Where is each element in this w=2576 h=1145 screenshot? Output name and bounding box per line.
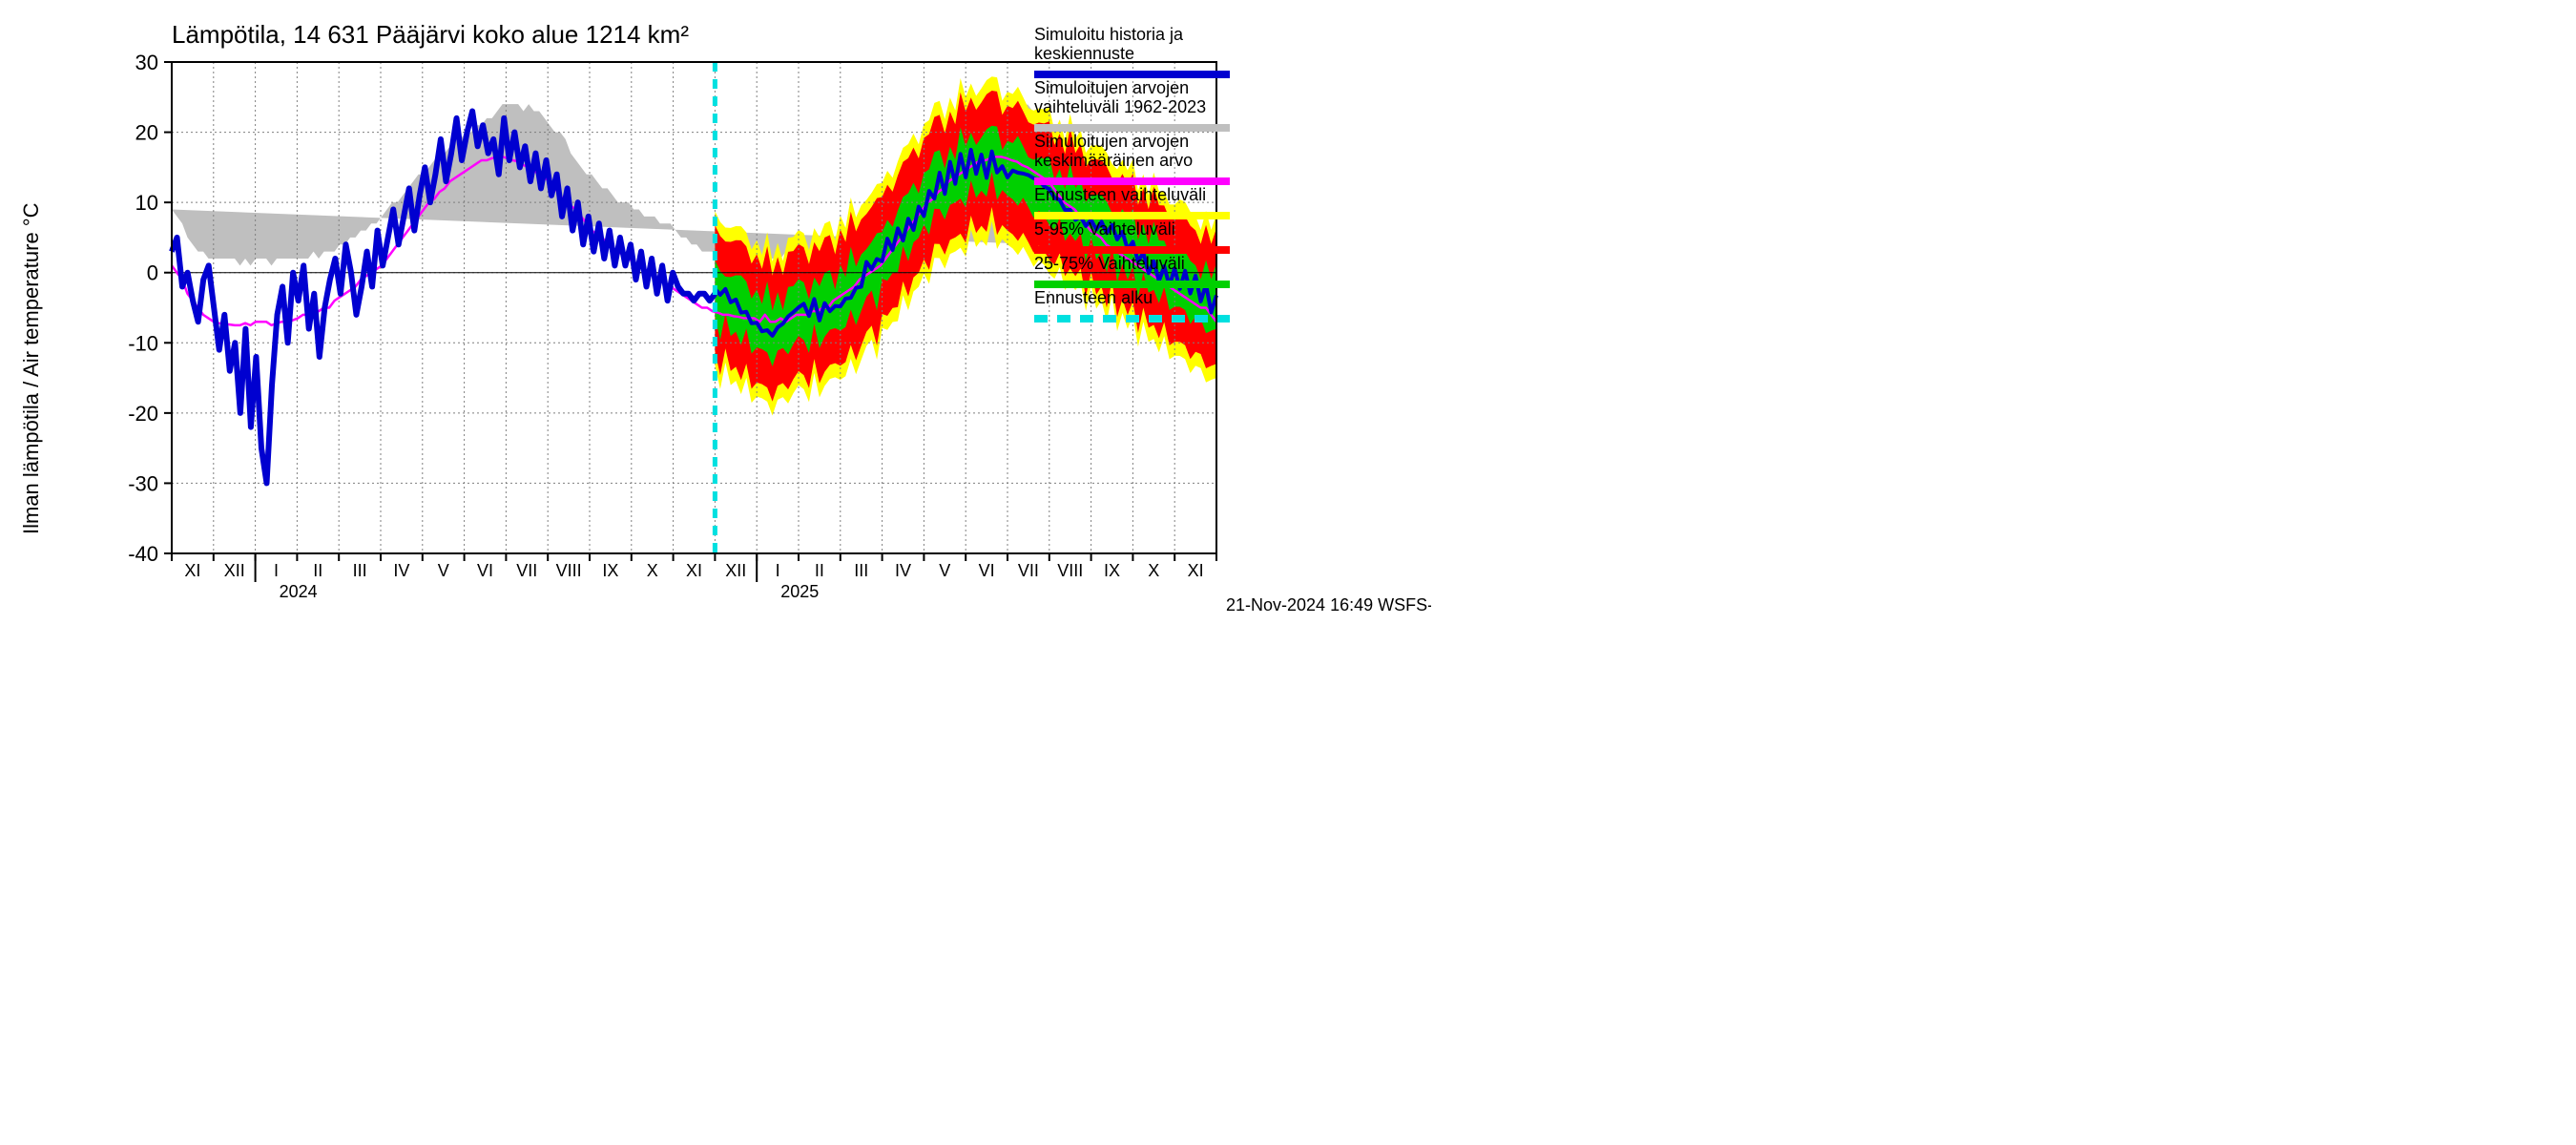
svg-text:XI: XI: [686, 561, 702, 580]
svg-text:XI: XI: [1188, 561, 1204, 580]
svg-text:V: V: [438, 561, 449, 580]
svg-text:Simuloitujen arvojen: Simuloitujen arvojen: [1034, 78, 1189, 97]
svg-text:IX: IX: [602, 561, 618, 580]
svg-text:VIII: VIII: [556, 561, 582, 580]
svg-text:20: 20: [135, 121, 158, 145]
svg-text:X: X: [1148, 561, 1159, 580]
svg-text:XII: XII: [725, 561, 746, 580]
svg-text:Ennusteen alku: Ennusteen alku: [1034, 288, 1153, 307]
svg-text:2024: 2024: [280, 582, 318, 601]
svg-text:Simuloitu historia ja: Simuloitu historia ja: [1034, 25, 1184, 44]
svg-text:VII: VII: [1018, 561, 1039, 580]
svg-text:X: X: [647, 561, 658, 580]
svg-text:II: II: [313, 561, 322, 580]
svg-text:IV: IV: [895, 561, 911, 580]
svg-text:III: III: [353, 561, 367, 580]
chart-title: Lämpötila, 14 631 Pääjärvi koko alue 121…: [172, 20, 689, 49]
svg-text:XI: XI: [184, 561, 200, 580]
svg-text:2025: 2025: [780, 582, 819, 601]
svg-text:VI: VI: [477, 561, 493, 580]
svg-text:I: I: [776, 561, 780, 580]
svg-text:vaihteluväli 1962-2023: vaihteluväli 1962-2023: [1034, 97, 1206, 116]
svg-text:Simuloitujen arvojen: Simuloitujen arvojen: [1034, 132, 1189, 151]
svg-text:keskiennuste: keskiennuste: [1034, 44, 1134, 63]
svg-text:-40: -40: [128, 542, 158, 566]
svg-text:V: V: [939, 561, 950, 580]
chart-svg: Lämpötila, 14 631 Pääjärvi koko alue 121…: [0, 0, 1431, 636]
svg-text:XII: XII: [224, 561, 245, 580]
svg-text:VI: VI: [979, 561, 995, 580]
svg-text:I: I: [274, 561, 279, 580]
svg-text:IX: IX: [1104, 561, 1120, 580]
svg-text:Ennusteen vaihteluväli: Ennusteen vaihteluväli: [1034, 185, 1206, 204]
svg-text:-20: -20: [128, 402, 158, 426]
svg-text:VII: VII: [516, 561, 537, 580]
svg-text:II: II: [815, 561, 824, 580]
svg-text:III: III: [854, 561, 868, 580]
svg-text:-10: -10: [128, 331, 158, 355]
y-axis-label: Ilman lämpötila / Air temperature °C: [19, 202, 43, 534]
svg-text:30: 30: [135, 51, 158, 74]
svg-text:VIII: VIII: [1057, 561, 1083, 580]
footer-text: 21-Nov-2024 16:49 WSFS-O: [1226, 595, 1431, 614]
svg-text:IV: IV: [393, 561, 409, 580]
svg-text:25-75% Vaihteluväli: 25-75% Vaihteluväli: [1034, 254, 1185, 273]
svg-text:0: 0: [147, 261, 158, 285]
chart-container: Lämpötila, 14 631 Pääjärvi koko alue 121…: [0, 0, 1431, 636]
svg-text:-30: -30: [128, 471, 158, 495]
svg-text:5-95% Vaihteluväli: 5-95% Vaihteluväli: [1034, 219, 1175, 239]
svg-text:10: 10: [135, 191, 158, 215]
svg-text:keskimääräinen arvo: keskimääräinen arvo: [1034, 151, 1193, 170]
